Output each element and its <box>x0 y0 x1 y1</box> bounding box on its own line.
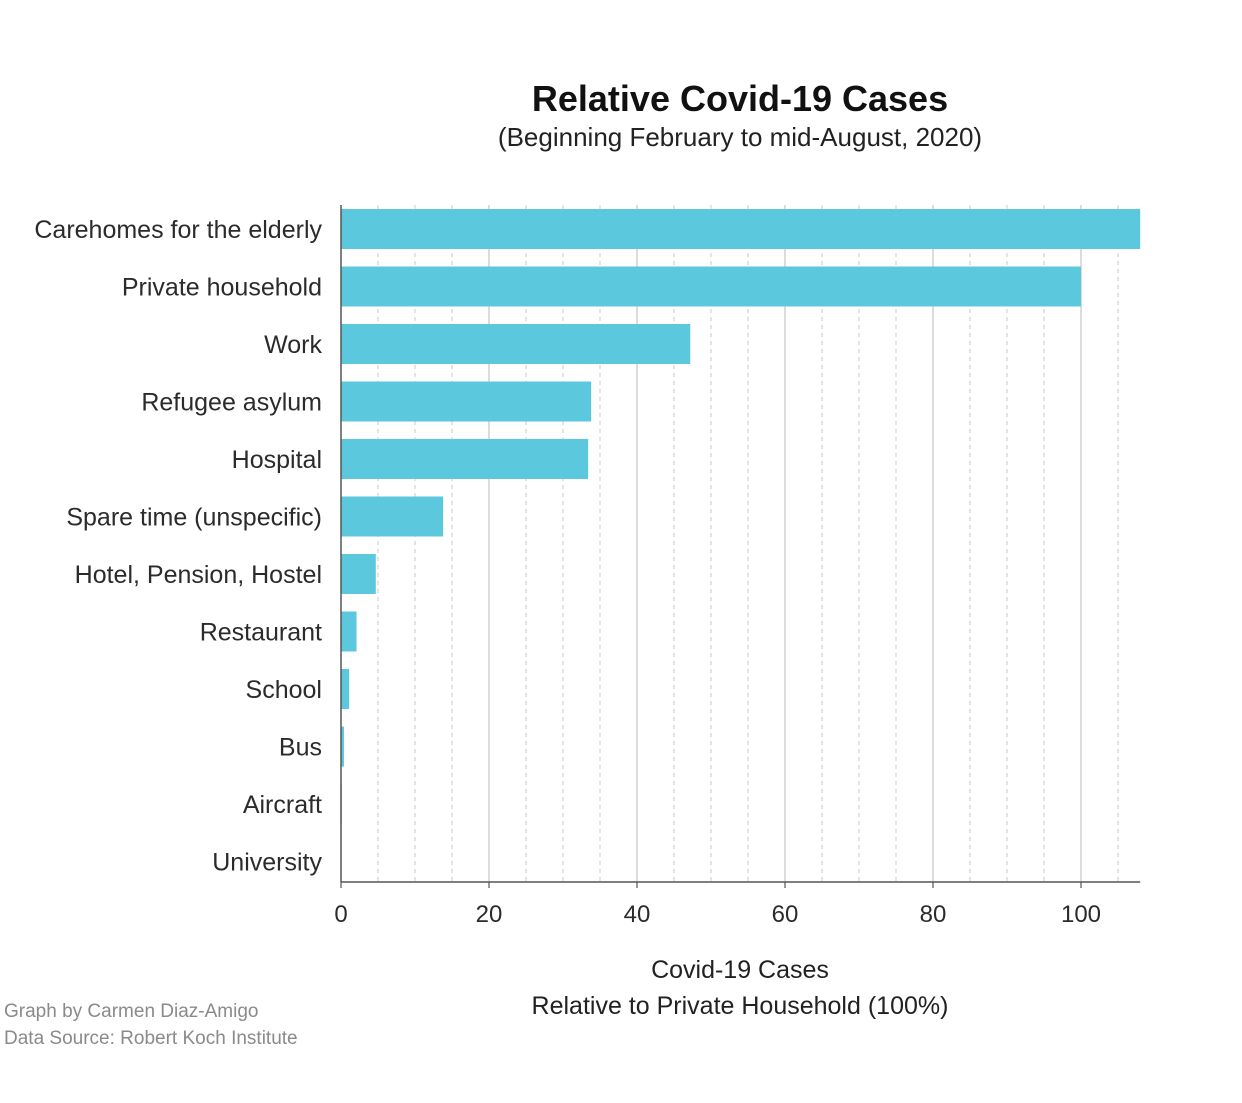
category-label: Hotel, Pension, Hostel <box>75 561 322 589</box>
category-label: Hospital <box>232 446 322 474</box>
x-tick-label: 0 <box>334 901 347 928</box>
credit-author: Graph by Carmen Diaz-Amigo <box>4 1001 259 1022</box>
bar-9 <box>341 726 344 767</box>
category-label: Bus <box>279 734 322 762</box>
bar-3 <box>341 381 592 422</box>
bar-0 <box>341 209 1141 249</box>
x-tick-label: 100 <box>1061 901 1101 928</box>
x-axis-label-line2: Relative to Private Household (100%) <box>531 992 949 1020</box>
bar-5 <box>341 496 444 537</box>
x-tick-label: 60 <box>772 901 799 928</box>
bar-7 <box>341 611 357 652</box>
bar-2 <box>341 324 691 364</box>
x-tick-label: 20 <box>476 901 503 928</box>
x-axis-label-line1: Covid-19 Cases <box>651 956 829 984</box>
category-label: Restaurant <box>200 619 322 647</box>
category-label: Work <box>264 331 322 359</box>
credit-source: Data Source: Robert Koch Institute <box>4 1028 298 1049</box>
category-label: Private household <box>122 274 322 302</box>
bar-4 <box>341 439 589 479</box>
bar-6 <box>341 554 376 594</box>
category-label: University <box>212 849 322 877</box>
x-axis-label: Covid-19 Cases Relative to Private House… <box>340 952 1140 1024</box>
category-label: Carehomes for the elderly <box>34 216 322 244</box>
chart-subtitle: (Beginning February to mid-August, 2020) <box>497 122 983 152</box>
category-label: Aircraft <box>243 791 322 819</box>
bar-1 <box>341 266 1081 307</box>
category-label: School <box>246 676 322 704</box>
chart-title: Relative Covid-19 Cases <box>531 78 949 119</box>
x-tick-label: 80 <box>920 901 947 928</box>
credits: Graph by Carmen Diaz-Amigo Data Source: … <box>4 998 298 1052</box>
bar-8 <box>341 669 350 709</box>
category-label: Refugee asylum <box>141 389 322 417</box>
x-tick-label: 40 <box>624 901 651 928</box>
category-label: Spare time (unspecific) <box>66 504 322 532</box>
